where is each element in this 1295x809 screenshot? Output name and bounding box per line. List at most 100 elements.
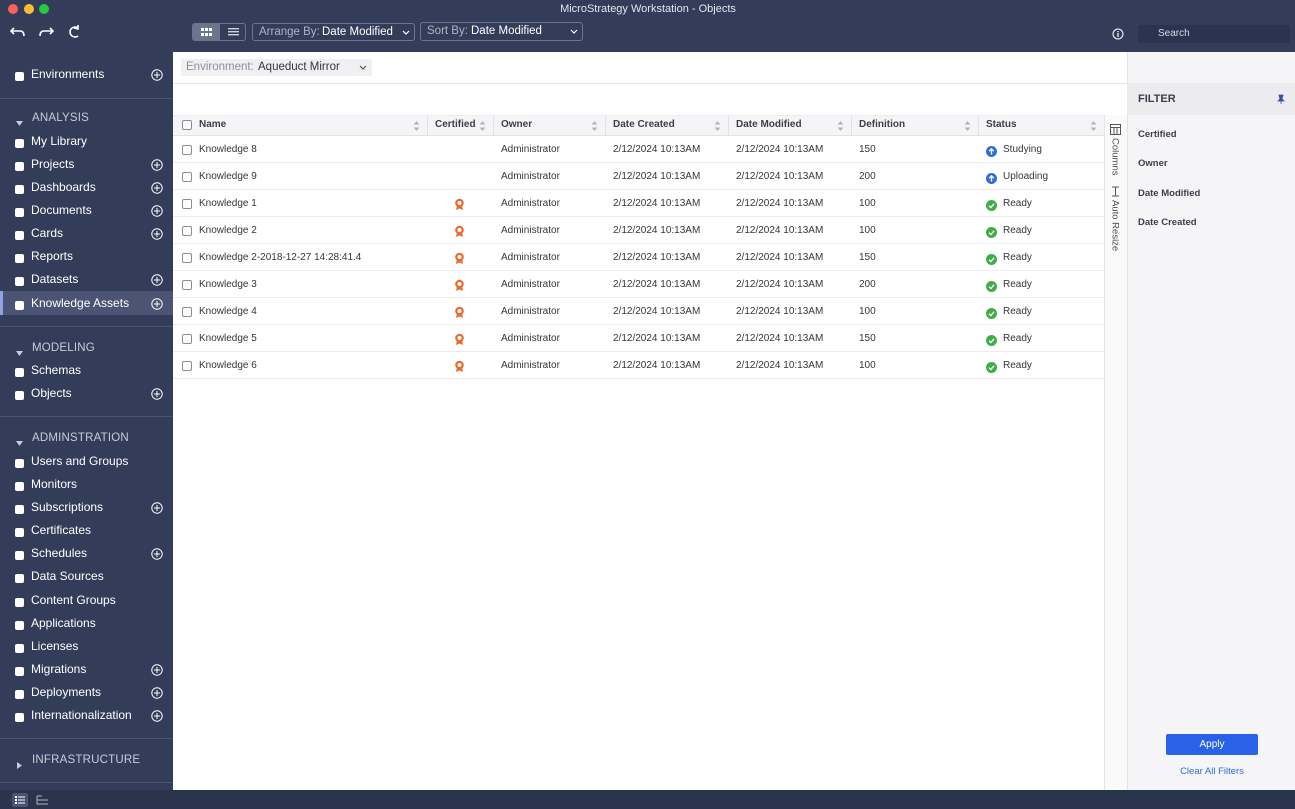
row-checkbox[interactable] xyxy=(182,171,192,182)
arrange-value: Date Modified xyxy=(322,26,393,38)
add-icon[interactable] xyxy=(151,709,163,723)
row-checkbox[interactable] xyxy=(182,225,192,236)
row-checkbox[interactable] xyxy=(182,144,192,155)
column-header[interactable]: Name xyxy=(199,119,227,130)
sidebar-item-label[interactable]: Internationalization xyxy=(31,708,132,723)
column-header[interactable]: Certified xyxy=(435,119,476,130)
sort-arrows[interactable] xyxy=(591,119,598,131)
add-icon[interactable] xyxy=(151,273,163,287)
table-row[interactable] xyxy=(173,271,1104,298)
table-row[interactable] xyxy=(173,325,1104,352)
sidebar-item-label[interactable]: Content Groups xyxy=(31,592,116,607)
add-icon[interactable] xyxy=(151,158,163,171)
columns-icon[interactable] xyxy=(1110,122,1121,135)
add-icon[interactable] xyxy=(151,663,163,676)
table-row[interactable] xyxy=(173,136,1104,163)
sidebar-item-label[interactable]: Reports xyxy=(31,249,74,264)
column-header[interactable]: Date Created xyxy=(613,119,675,130)
tree-mode-button[interactable] xyxy=(36,795,48,805)
filter-item[interactable]: Owner xyxy=(1138,158,1168,170)
side-tab-label[interactable]: Columns xyxy=(1109,138,1121,176)
search-box[interactable]: Search xyxy=(1138,25,1290,43)
table-row[interactable] xyxy=(173,163,1104,190)
column-header[interactable]: Date Modified xyxy=(736,119,802,130)
column-header[interactable]: Status xyxy=(986,119,1017,130)
add-icon[interactable] xyxy=(151,297,163,310)
row-checkbox[interactable] xyxy=(182,279,192,290)
info-icon[interactable] xyxy=(1112,28,1124,40)
row-checkbox[interactable] xyxy=(182,198,192,209)
add-icon[interactable] xyxy=(151,181,163,194)
section-toggle[interactable] xyxy=(15,345,24,356)
add-icon[interactable] xyxy=(151,686,163,699)
row-checkbox[interactable] xyxy=(182,333,192,344)
apply-button[interactable]: Apply xyxy=(1166,734,1258,755)
close-button[interactable] xyxy=(8,4,18,14)
table-row[interactable] xyxy=(173,190,1104,217)
sidebar-item-label[interactable]: Schemas xyxy=(31,363,82,378)
column-header[interactable]: Owner xyxy=(501,119,533,130)
sidebar-item-label[interactable]: Licenses xyxy=(31,638,79,653)
pin-icon[interactable] xyxy=(1276,94,1286,104)
sort-arrows[interactable] xyxy=(964,119,971,131)
zoom-button[interactable] xyxy=(39,4,49,14)
undo-icon[interactable] xyxy=(9,27,25,37)
sidebar-item-label[interactable]: Documents xyxy=(31,202,92,217)
sidebar-item-label[interactable]: Data Sources xyxy=(31,569,104,584)
sort-dropdown[interactable]: Sort By: Date Modified xyxy=(420,22,583,41)
sidebar-item-label[interactable]: Knowledge Assets xyxy=(31,295,130,310)
row-checkbox[interactable] xyxy=(182,360,192,371)
sidebar-item-label[interactable]: Migrations xyxy=(31,662,87,677)
add-icon[interactable] xyxy=(151,501,163,514)
section-toggle[interactable] xyxy=(15,115,24,126)
certified-badge-graphic xyxy=(455,333,464,345)
sort-arrows[interactable] xyxy=(413,119,420,131)
sidebar-item-label[interactable]: Deployments xyxy=(31,685,102,700)
table-row[interactable] xyxy=(173,217,1104,244)
clear-filters-link[interactable]: Clear All Filters xyxy=(1180,766,1244,777)
sort-arrows[interactable] xyxy=(479,119,486,131)
add-icon[interactable] xyxy=(151,204,163,217)
row-checkbox[interactable] xyxy=(182,252,192,263)
table-row[interactable] xyxy=(173,352,1104,379)
section-toggle[interactable] xyxy=(15,435,24,447)
auto-resize-icon[interactable] xyxy=(1110,184,1121,197)
arrange-dropdown[interactable]: Arrange By: Date Modified xyxy=(252,23,415,41)
sidebar-item-label[interactable]: Environments xyxy=(31,67,105,81)
sidebar-item-label[interactable]: Datasets xyxy=(31,272,79,287)
add-icon[interactable] xyxy=(151,387,163,400)
sort-arrows[interactable] xyxy=(837,119,844,131)
table-row[interactable] xyxy=(173,244,1104,271)
add-icon[interactable] xyxy=(151,547,163,560)
column-separator xyxy=(978,116,979,136)
sidebar-item-label[interactable]: Applications xyxy=(31,615,96,630)
filter-item[interactable]: Date Created xyxy=(1138,216,1197,228)
filter-item[interactable]: Date Modified xyxy=(1138,187,1201,199)
sidebar-item-label[interactable]: Certificates xyxy=(31,523,92,538)
table-row[interactable] xyxy=(173,298,1104,325)
sidebar-item-label[interactable]: Schedules xyxy=(31,546,88,561)
sidebar-item-label[interactable]: Dashboards xyxy=(31,179,96,194)
sidebar-item-label[interactable]: Monitors xyxy=(31,476,78,491)
add-icon[interactable] xyxy=(151,68,163,81)
grid-view-button[interactable] xyxy=(193,24,220,40)
column-header[interactable]: Definition xyxy=(859,119,906,130)
sidebar-item-label[interactable]: Subscriptions xyxy=(31,500,104,514)
sort-arrows[interactable] xyxy=(1090,119,1097,131)
filter-item[interactable]: Certified xyxy=(1138,129,1177,140)
sidebar-item-label[interactable]: Cards xyxy=(31,226,64,241)
minimize-button[interactable] xyxy=(24,4,34,14)
side-tab-label[interactable]: Auto Resize xyxy=(1109,200,1121,252)
sidebar-item-label[interactable]: My Library xyxy=(31,133,88,148)
redo-icon[interactable] xyxy=(39,27,55,37)
sort-arrows[interactable] xyxy=(714,119,721,131)
row-checkbox[interactable] xyxy=(182,120,192,130)
row-checkbox[interactable] xyxy=(182,306,192,317)
section-toggle[interactable] xyxy=(15,757,24,770)
sidebar-item-label[interactable]: Projects xyxy=(31,156,75,171)
add-icon[interactable] xyxy=(151,227,163,240)
sidebar-item-label[interactable]: Objects xyxy=(31,386,72,401)
sidebar-item-label[interactable]: Users and Groups xyxy=(31,453,129,468)
refresh-icon[interactable] xyxy=(69,25,79,38)
environment-dropdown[interactable]: Environment: Aqueduct Mirror xyxy=(181,59,372,76)
